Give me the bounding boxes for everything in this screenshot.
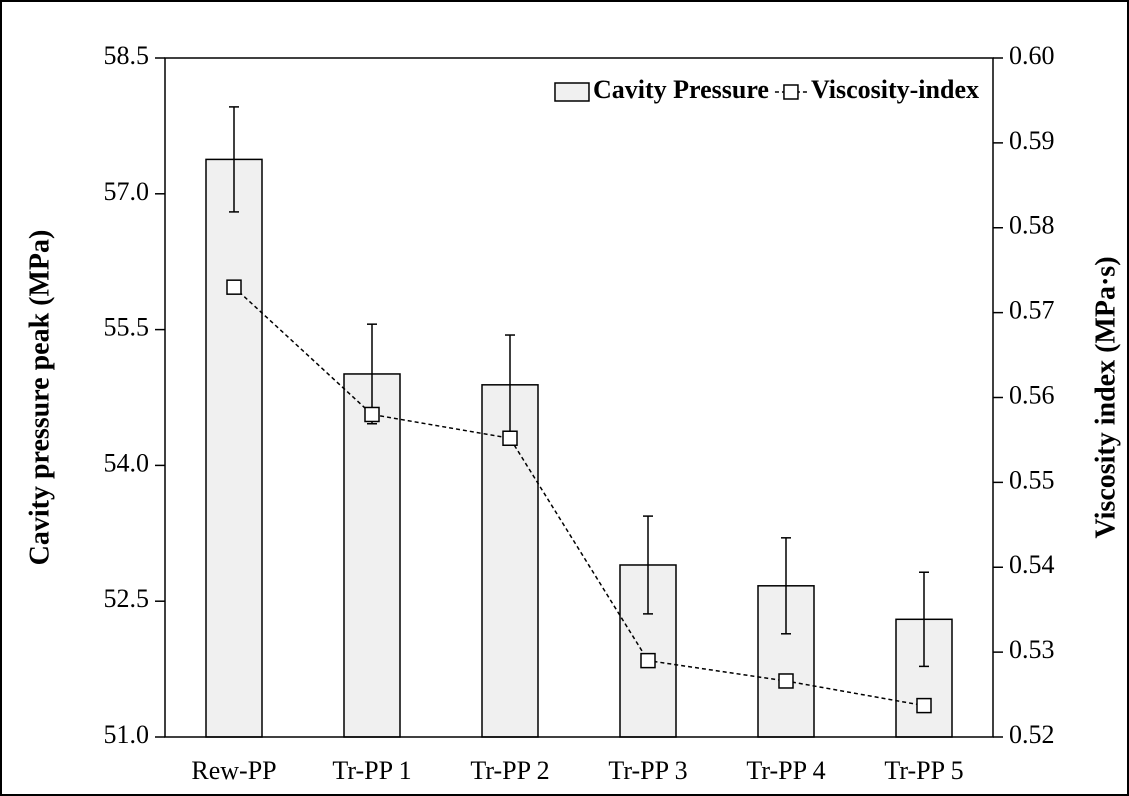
- y2-tick-label: 0.56: [1009, 380, 1055, 409]
- x-tick-label: Tr-PP 5: [884, 756, 963, 785]
- bar: [481, 384, 539, 738]
- marker: [364, 406, 380, 423]
- legend-swatch-marker: [783, 84, 799, 100]
- x-tick-label: Tr-PP 1: [332, 756, 411, 785]
- line: [233, 286, 925, 707]
- legend-swatch: [554, 82, 590, 102]
- x-tick-label: Rew-PP: [191, 756, 276, 785]
- y-tick-label: 54.0: [104, 448, 150, 477]
- error-bar: [229, 106, 239, 213]
- y-tick-label: 57.0: [104, 177, 150, 206]
- error-bar: [919, 571, 929, 668]
- x-tick-label: Tr-PP 2: [470, 756, 549, 785]
- y2-tick-label: 0.57: [1009, 296, 1055, 325]
- y-tick-label: 51.0: [104, 720, 150, 749]
- y2-tick-label: 0.54: [1009, 550, 1055, 579]
- bar: [343, 373, 401, 738]
- y-tick-label: 52.5: [104, 584, 150, 613]
- y-tick-label: 55.5: [104, 313, 150, 342]
- marker: [916, 697, 932, 714]
- error-bar: [781, 537, 791, 635]
- y-tick-label: 58.5: [104, 41, 150, 70]
- legend: Viscosity-index Cavity Pressure: [554, 75, 979, 104]
- y2-tick-label: 0.59: [1009, 126, 1055, 155]
- y2-tick-label: 0.52: [1009, 720, 1055, 749]
- x-tick-label: Tr-PP 3: [608, 756, 687, 785]
- marker: [778, 673, 794, 689]
- error-bar: [643, 515, 653, 615]
- y2-tick-label: 0.60: [1009, 41, 1055, 70]
- y2-tick-label: 0.53: [1009, 635, 1055, 664]
- legend-label: Cavity Pressure: [593, 75, 769, 104]
- marker: [226, 279, 242, 295]
- y2-tick-label: 0.58: [1009, 211, 1055, 240]
- x-tick-label: Tr-PP 4: [746, 756, 825, 785]
- legend-label: Viscosity-index: [811, 75, 979, 104]
- marker: [502, 430, 518, 446]
- y2-tick-label: 0.55: [1009, 465, 1055, 494]
- marker: [640, 652, 656, 669]
- y2-axis-title: Viscosity index (MPa·s): [1090, 256, 1121, 538]
- plot-frame: [164, 57, 994, 738]
- bar: [205, 158, 263, 738]
- y-axis-title: Cavity pressure peak (MPa): [24, 230, 55, 566]
